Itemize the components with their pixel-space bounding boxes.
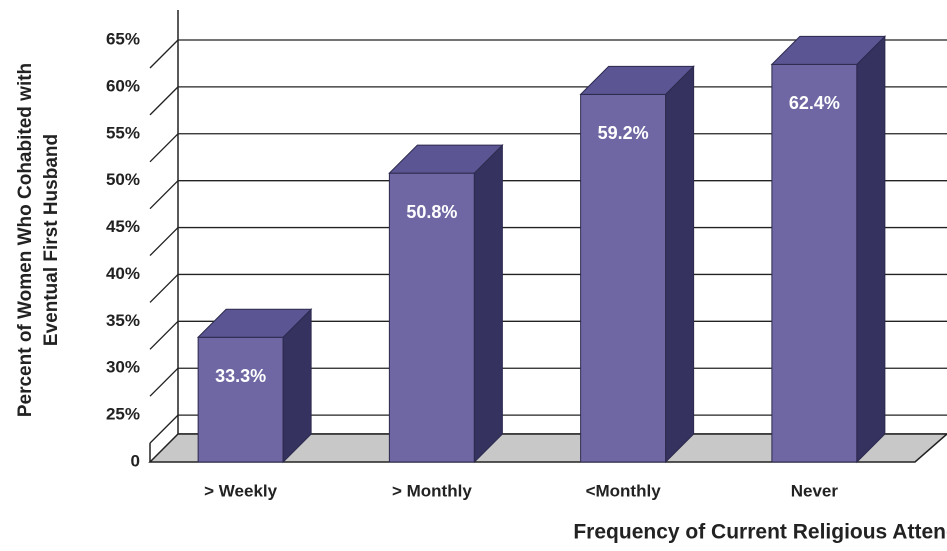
value-label: 33.3% bbox=[215, 366, 266, 386]
bar-top bbox=[579, 65, 695, 95]
bar-side bbox=[665, 65, 695, 464]
x-tick-label: > Monthly bbox=[392, 481, 472, 500]
y-tick-label: 65% bbox=[106, 29, 140, 48]
bar-top bbox=[196, 308, 313, 338]
grid-line bbox=[149, 39, 179, 69]
grid-line bbox=[149, 227, 179, 257]
bar bbox=[580, 93, 667, 463]
y-tick-label: 55% bbox=[106, 123, 140, 142]
x-tick-label: <Monthly bbox=[586, 481, 662, 500]
grid-line bbox=[149, 273, 179, 303]
bar-top bbox=[388, 144, 504, 174]
bar-side bbox=[473, 143, 503, 464]
y-tick-label: 35% bbox=[106, 311, 140, 330]
y-tick-label: 0 bbox=[131, 451, 140, 470]
grid-line bbox=[149, 414, 179, 444]
y-tick-label: 50% bbox=[106, 170, 140, 189]
grid-line bbox=[149, 320, 179, 350]
x-tick-label: > Weekly bbox=[204, 481, 277, 500]
y-tick-label: 25% bbox=[106, 405, 140, 424]
grid-line bbox=[149, 133, 179, 163]
y-axis-title: Eventual First Husband bbox=[41, 134, 62, 346]
y-tick-label: 60% bbox=[106, 76, 140, 95]
y-tick-label: 40% bbox=[106, 264, 140, 283]
bar-side bbox=[856, 35, 886, 464]
bar bbox=[197, 336, 284, 463]
grid-line bbox=[149, 86, 179, 116]
x-axis-title: Frequency of Current Religious Attendanc… bbox=[573, 521, 947, 544]
value-label: 50.8% bbox=[406, 202, 457, 222]
x-tick-label: Never bbox=[791, 481, 839, 500]
y-axis-title: Percent of Women Who Cohabited with bbox=[15, 63, 36, 417]
bar-top bbox=[770, 35, 887, 65]
bar bbox=[388, 172, 475, 463]
value-label: 59.2% bbox=[598, 123, 649, 143]
bar bbox=[771, 63, 858, 463]
value-label: 62.4% bbox=[789, 93, 840, 113]
y-tick-label: 45% bbox=[106, 217, 140, 236]
y-tick-label: 30% bbox=[106, 358, 140, 377]
grid-line bbox=[149, 180, 179, 210]
grid-line bbox=[149, 367, 179, 397]
